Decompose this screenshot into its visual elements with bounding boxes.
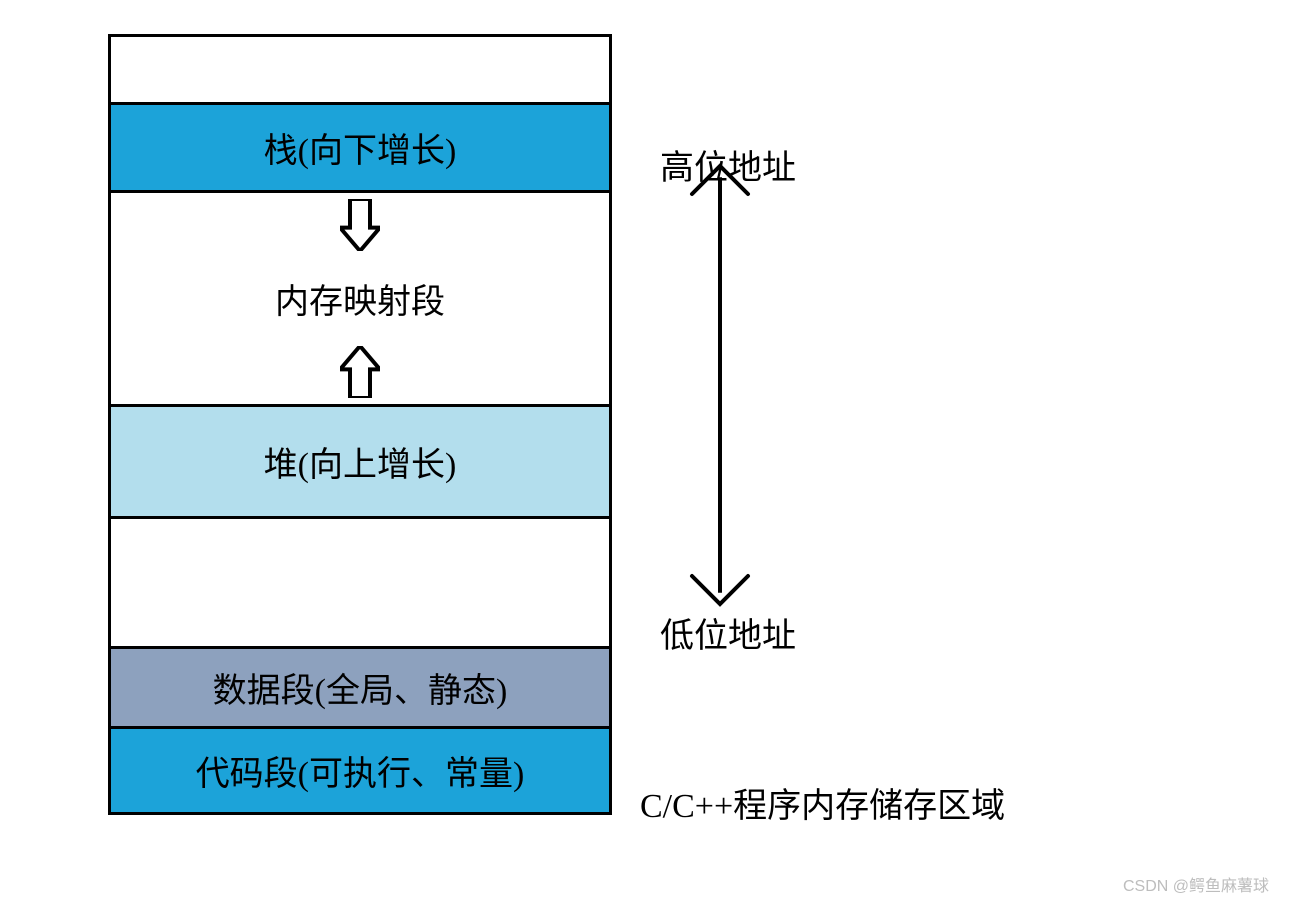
memory-layout-stack: 栈(向下增长) 内存映射段堆(向上增长) 数据段(全局、静态) 代码段(可执行、常量) — [108, 34, 612, 815]
segment-heap-label: 堆(向上增长) — [264, 437, 457, 486]
segment-code-label: 代码段(可执行、常量) — [196, 746, 525, 795]
segment-stack-label: 栈(向下增长) — [264, 123, 457, 172]
up-arrow-icon — [340, 346, 380, 398]
segment-mmap-label: 内存映射段 — [275, 274, 445, 323]
segment-data: 数据段(全局、静态) — [111, 649, 609, 729]
address-range-arrow-icon — [688, 162, 752, 608]
low-address-label: 低位地址 — [660, 608, 796, 657]
segment-heap: 堆(向上增长) — [111, 407, 609, 519]
diagram-caption: C/C++程序内存储存区域 — [640, 778, 1005, 827]
down-arrow-icon — [340, 199, 380, 251]
watermark-text: CSDN @鳄鱼麻薯球 — [1123, 872, 1269, 896]
segment-top-gap — [111, 37, 609, 105]
segment-code: 代码段(可执行、常量) — [111, 729, 609, 815]
segment-data-label: 数据段(全局、静态) — [213, 663, 508, 712]
segment-mmap: 内存映射段 — [111, 193, 609, 407]
segment-stack: 栈(向下增长) — [111, 105, 609, 193]
diagram-canvas: 栈(向下增长) 内存映射段堆(向上增长) 数据段(全局、静态) 代码段(可执行、常量)… — [0, 0, 1293, 906]
segment-mid-gap — [111, 519, 609, 649]
